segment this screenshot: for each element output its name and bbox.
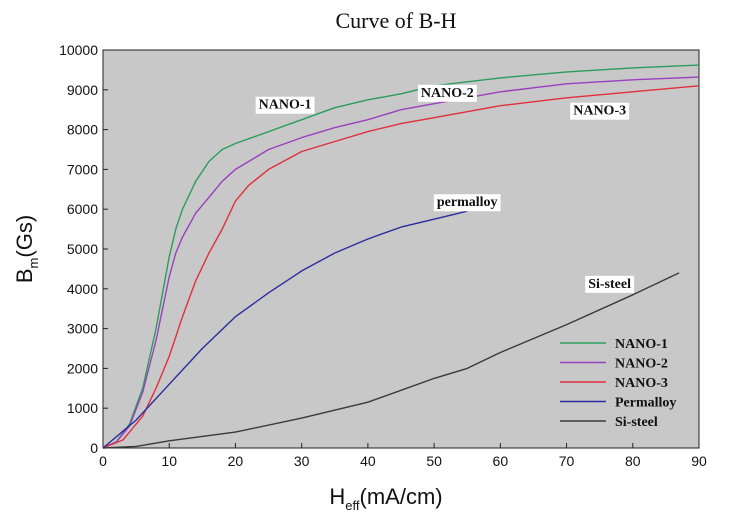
x-axis-label-sub: eff — [345, 498, 360, 513]
series-line-permalloy — [102, 210, 468, 449]
legend-item-si-steel: Si-steel — [560, 415, 658, 430]
y-tick-label: 3000 — [67, 321, 98, 337]
annotation-permalloy: permalloy — [433, 194, 501, 212]
legend-label: NANO-2 — [615, 357, 668, 372]
annotation-label: NANO-2 — [421, 86, 474, 101]
x-axis-label-rest: (mA/cm) — [360, 484, 443, 509]
y-axis-label: Bm(Gs) — [12, 215, 41, 283]
legend-label: Permalloy — [615, 396, 676, 411]
y-axis-label-rest: (Gs) — [12, 215, 37, 258]
annotation-label: permalloy — [437, 195, 498, 210]
annotation-si-steel: Si-steel — [585, 275, 635, 293]
legend-label: Si-steel — [615, 415, 658, 430]
y-tick-label: 2000 — [67, 360, 98, 376]
y-tick-label: 9000 — [67, 82, 98, 98]
annotation-box — [255, 96, 315, 114]
series-line-nano-3 — [102, 85, 700, 449]
y-axis-label-sub: m — [26, 258, 41, 269]
series-line-si-steel — [102, 272, 680, 449]
annotation-box — [585, 275, 635, 293]
legend-item-nano-2: NANO-2 — [560, 357, 668, 372]
x-tick-label: 20 — [228, 453, 244, 469]
legend-label: NANO-1 — [615, 337, 668, 352]
annotation-label: NANO-1 — [259, 98, 312, 113]
legend-item-nano-1: NANO-1 — [560, 337, 668, 352]
x-tick-label: 60 — [493, 453, 509, 469]
x-tick-label: 50 — [426, 453, 442, 469]
x-axis-label-main: H — [329, 484, 345, 509]
x-tick-label: 0 — [99, 453, 107, 469]
legend-item-permalloy: Permalloy — [560, 396, 676, 411]
y-tick-label: 7000 — [67, 161, 98, 177]
annotation-box — [433, 194, 501, 212]
annotation-box — [417, 84, 477, 102]
annotation-label: Si-steel — [588, 277, 631, 292]
y-tick-label: 8000 — [67, 122, 98, 138]
y-tick-label: 6000 — [67, 201, 98, 217]
y-tick-label: 5000 — [67, 241, 98, 257]
legend-label: NANO-3 — [615, 376, 668, 391]
annotation-nano-2: NANO-2 — [417, 84, 477, 102]
x-tick-label: 30 — [294, 453, 310, 469]
x-tick-label: 80 — [625, 453, 641, 469]
y-tick-label: 10000 — [59, 42, 98, 58]
series-line-nano-2 — [102, 76, 700, 449]
x-axis-label: Heff(mA/cm) — [329, 484, 442, 513]
annotation-nano-1: NANO-1 — [255, 96, 315, 114]
x-tick-label: 40 — [360, 453, 376, 469]
y-tick-label: 1000 — [67, 400, 98, 416]
series-line-nano-1 — [102, 64, 700, 449]
legend-item-nano-3: NANO-3 — [560, 376, 668, 391]
y-tick-label: 4000 — [67, 281, 98, 297]
annotations: NANO-1 NANO-2 NANO-3 permalloy Si-steel — [255, 84, 635, 293]
y-axis-label-main: B — [12, 268, 37, 283]
x-tick-label: 70 — [559, 453, 575, 469]
annotation-box — [570, 102, 630, 120]
annotation-nano-3: NANO-3 — [570, 102, 630, 120]
legend: NANO-1 NANO-2 NANO-3 Permalloy Si-steel — [560, 337, 676, 430]
series-lines — [102, 64, 700, 449]
chart-title: Curve of B-H — [336, 8, 457, 33]
x-tick-label: 10 — [161, 453, 177, 469]
x-tick-label: 90 — [691, 453, 707, 469]
y-tick-label: 0 — [90, 440, 98, 456]
annotation-label: NANO-3 — [573, 104, 626, 119]
axis-ticks: 0 10 20 30 40 50 60 70 80 90 0 1000 2000 3000 4000 5000… — [59, 42, 707, 469]
